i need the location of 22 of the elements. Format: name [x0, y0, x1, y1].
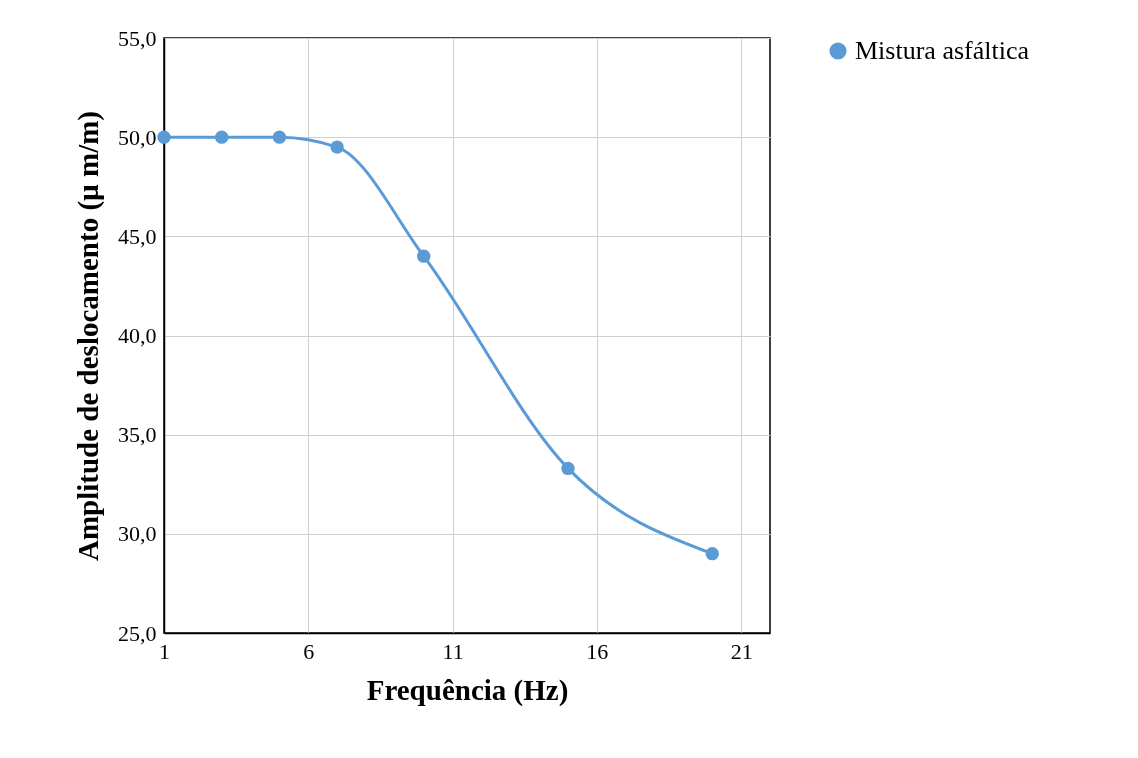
y-tick-label: 25,0 [118, 620, 157, 646]
y-tick-label: 55,0 [118, 25, 157, 51]
point [215, 130, 229, 144]
x-tick-label: 21 [730, 638, 753, 664]
point [272, 130, 287, 144]
x-tick-label: 1 [159, 638, 170, 664]
point [561, 461, 575, 476]
legend-label: Mistura asfáltica [855, 36, 1030, 65]
point [417, 249, 431, 263]
y-tick-label: 50,0 [118, 124, 157, 150]
y-tick-label: 30,0 [118, 521, 157, 547]
x-axis-title: Frequência (Hz) [366, 673, 569, 707]
x-tick-label: 16 [586, 638, 609, 664]
y-axis-title: Amplitude de deslocamento (µ m/m) [72, 110, 105, 562]
x-tick-label: 6 [303, 638, 315, 664]
y-tick-label: 40,0 [118, 323, 157, 348]
point [705, 546, 719, 561]
point [330, 140, 344, 154]
y-tick-label: 45,0 [118, 223, 157, 249]
point [157, 130, 171, 144]
x-tick-label: 11 [442, 638, 464, 664]
y-tick-label: 35,0 [118, 422, 157, 448]
